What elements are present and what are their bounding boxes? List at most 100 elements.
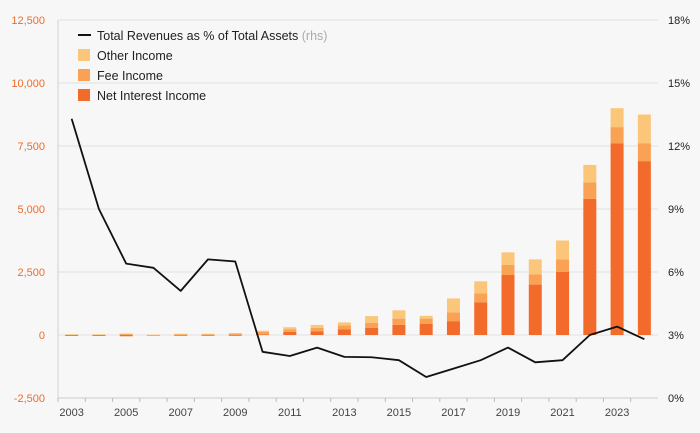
x-tick-label: 2007 — [168, 407, 192, 419]
y-right-tick-label: 18% — [668, 15, 690, 27]
y-right-tick-label: 0% — [668, 393, 684, 405]
bar-other-income-2024 — [637, 114, 651, 144]
bar-other-income-2016 — [419, 315, 433, 319]
bar-net-interest-income-2022 — [583, 198, 597, 335]
bar-other-income-2015 — [392, 310, 406, 319]
revenue-ratio-line — [70, 118, 645, 378]
y-right-tick-label: 9% — [668, 204, 684, 216]
bar-fee-income-2022 — [583, 182, 597, 199]
bar-other-income-2005 — [119, 333, 133, 335]
x-tick-label: 2023 — [605, 407, 629, 419]
bar-other-income-2014 — [365, 316, 379, 323]
bar-net-interest-income-2013 — [337, 329, 351, 335]
bar-fee-income-2007 — [174, 334, 188, 336]
legend: Total Revenues as % of Total Assets (rhs… — [78, 29, 327, 103]
bar-other-income-2012 — [310, 324, 324, 328]
bar-fee-income-2021 — [556, 259, 570, 272]
y-right-tick-label: 15% — [668, 78, 690, 90]
bar-fee-income-2020 — [528, 274, 542, 285]
bar-net-interest-income-2005 — [119, 335, 133, 337]
x-tick-label: 2013 — [332, 407, 356, 419]
bar-fee-income-2017 — [446, 312, 460, 322]
legend-label: Total Revenues as % of Total Assets (rhs… — [97, 29, 327, 43]
bar-other-income-2018 — [474, 281, 488, 294]
bar-fee-income-2015 — [392, 318, 406, 325]
bar-other-income-2021 — [556, 240, 570, 260]
bar-other-income-2004 — [92, 334, 106, 336]
bar-net-interest-income-2019 — [501, 275, 515, 335]
bar-other-income-2008 — [201, 333, 215, 335]
bar-fee-income-2019 — [501, 264, 515, 276]
y-left-tick-label: 2,500 — [17, 267, 45, 279]
bar-net-interest-income-2009 — [228, 335, 242, 336]
bar-net-interest-income-2018 — [474, 302, 488, 335]
bar-other-income-2011 — [283, 327, 297, 330]
y-left-tick-label: 0 — [39, 330, 45, 342]
bar-other-income-2006 — [146, 334, 160, 336]
legend-swatch-fee-income — [78, 69, 90, 81]
x-tick-label: 2021 — [550, 407, 574, 419]
bar-net-interest-income-2024 — [637, 161, 651, 335]
y-left-tick-label: 10,000 — [11, 78, 45, 90]
y-left-tick-label: -2,500 — [14, 393, 45, 405]
bar-fee-income-2010 — [256, 331, 270, 335]
bar-fee-income-2005 — [119, 333, 133, 335]
bar-net-interest-income-2020 — [528, 284, 542, 335]
bar-fee-income-2018 — [474, 293, 488, 303]
series-line-total-revenues-pct — [70, 118, 645, 378]
bar-fee-income-2023 — [610, 127, 624, 144]
bar-other-income-2007 — [174, 333, 188, 335]
axes: -2,500 0 2,500 5,000 7,500 10,000 12,500 0% 3% 6%… — [11, 15, 690, 419]
bar-fee-income-2014 — [365, 322, 379, 328]
bar-other-income-2023 — [610, 108, 624, 128]
bar-net-interest-income-2011 — [283, 331, 297, 335]
legend-label-suffix: (rhs) — [298, 29, 327, 43]
bar-net-interest-income-2014 — [365, 327, 379, 335]
bar-other-income-2010 — [256, 330, 270, 332]
y-right-tick-label: 12% — [668, 141, 690, 153]
legend-label: Net Interest Income — [97, 89, 206, 103]
bar-other-income-2022 — [583, 164, 597, 183]
bar-fee-income-2009 — [228, 333, 242, 335]
bar-other-income-2013 — [337, 322, 351, 326]
bar-net-interest-income-2003 — [65, 335, 79, 337]
bar-other-income-2019 — [501, 252, 515, 265]
bar-fee-income-2024 — [637, 143, 651, 162]
y-left-tick-label: 7,500 — [17, 141, 45, 153]
x-tick-label: 2009 — [223, 407, 247, 419]
bar-net-interest-income-2007 — [174, 335, 188, 336]
x-tick-label: 2003 — [59, 407, 83, 419]
legend-swatch-net-interest-income — [78, 89, 90, 101]
bar-net-interest-income-2017 — [446, 321, 460, 335]
legend-label: Fee Income — [97, 69, 163, 83]
bar-other-income-2020 — [528, 259, 542, 275]
bar-other-income-2009 — [228, 332, 242, 334]
bar-net-interest-income-2004 — [92, 335, 106, 337]
bar-net-interest-income-2016 — [419, 323, 433, 335]
x-tick-label: 2017 — [441, 407, 465, 419]
bar-net-interest-income-2008 — [201, 335, 215, 336]
bar-fee-income-2011 — [283, 329, 297, 332]
bar-fee-income-2008 — [201, 334, 215, 336]
bar-net-interest-income-2021 — [556, 272, 570, 335]
bar-fee-income-2016 — [419, 318, 433, 324]
y-left-tick-label: 5,000 — [17, 204, 45, 216]
y-right-tick-label: 3% — [668, 330, 684, 342]
bar-other-income-2003 — [65, 334, 79, 336]
x-tick-label: 2015 — [387, 407, 411, 419]
bars — [65, 108, 651, 337]
bar-net-interest-income-2023 — [610, 143, 624, 335]
legend-swatch-other-income — [78, 49, 90, 61]
x-tick-label: 2005 — [114, 407, 138, 419]
x-tick-label: 2011 — [278, 407, 302, 419]
y-right-tick-label: 6% — [668, 267, 684, 279]
y-left-tick-label: 12,500 — [11, 15, 45, 27]
bar-other-income-2017 — [446, 298, 460, 313]
bar-fee-income-2013 — [337, 325, 351, 330]
bar-net-interest-income-2015 — [392, 324, 406, 335]
legend-label: Other Income — [97, 49, 173, 63]
bar-fee-income-2012 — [310, 327, 324, 332]
x-tick-label: 2019 — [496, 407, 520, 419]
bar-net-interest-income-2012 — [310, 331, 324, 335]
